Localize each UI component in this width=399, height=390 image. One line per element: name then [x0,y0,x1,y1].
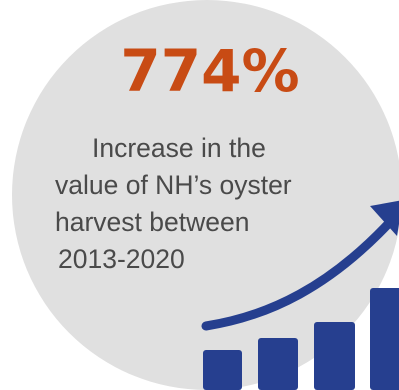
arrow-head-icon [370,200,399,236]
bar-icon-4 [370,288,399,390]
arrow-curve-icon [201,217,395,331]
description-line: Increase in the [92,133,266,163]
bar-icon-3 [314,322,355,390]
bar-icon-2 [258,338,298,390]
description-line: harvest between [55,207,250,237]
description-line: value of NH’s oyster [55,170,292,200]
bar-icon-1 [203,350,242,390]
stat-percentage: 774% [120,37,300,105]
stat-description: Increase in the value of NH’s oyster har… [22,130,352,278]
description-line: 2013-2020 [58,244,185,274]
